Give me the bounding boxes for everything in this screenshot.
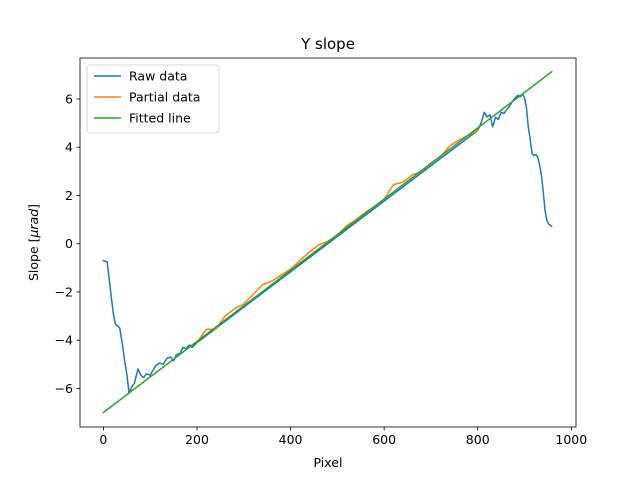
y-tick-label: −6 [55,381,73,396]
x-tick-label: 200 [185,432,209,447]
legend: Raw data Partial data Fitted line [86,64,220,134]
x-axis-label: Pixel [314,455,343,470]
series-line-fitted-line [102,70,553,414]
y-axis-label-prefix: Slope [ [26,238,41,282]
y-axis-label-suffix: ] [26,204,41,209]
axes-frame [79,57,577,428]
y-tick-label: −2 [55,284,73,299]
chart-title: Y slope [300,35,355,53]
y-tick-label: 4 [65,140,73,155]
plot-area [102,70,553,414]
y-axis-label-unit: μrad [26,209,41,239]
y-tick-label: 0 [65,236,73,251]
legend-label-raw-data: Raw data [129,69,187,84]
x-tick-label: 0 [99,432,107,447]
legend-label-partial-data: Partial data [129,90,200,105]
x-tick-label: 600 [372,432,396,447]
axis-ticks: 0 200 400 600 800 1000 −6 −4 −2 0 2 4 6 [55,92,588,448]
y-tick-label: 2 [65,188,73,203]
x-tick-label: 800 [466,432,490,447]
legend-label-fitted-line: Fitted line [129,111,191,126]
x-tick-label: 400 [279,432,303,447]
legend-box [86,64,220,134]
y-axis-label: Slope [μrad] [26,204,41,281]
y-tick-label: 6 [65,92,73,107]
y-tick-label: −4 [55,333,73,348]
x-tick-label: 1000 [555,432,587,447]
